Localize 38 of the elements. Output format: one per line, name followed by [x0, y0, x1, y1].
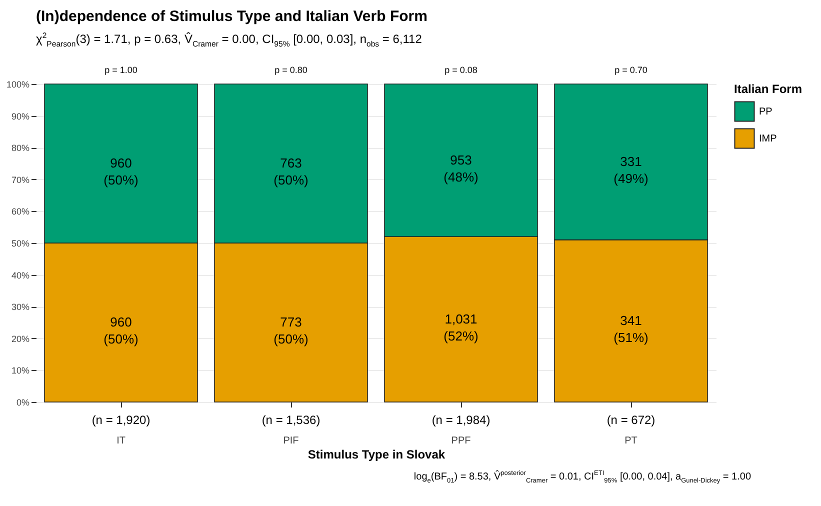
legend-title: Italian Form: [734, 82, 802, 96]
data-label: 341 (51%): [614, 313, 648, 346]
y-tick-label: 40%: [11, 270, 30, 281]
annotation: (n = 672): [606, 413, 656, 428]
data-label: 331 (49%): [614, 154, 648, 186]
y-tick-label: 30%: [11, 302, 30, 312]
x-tick-label: PPF: [451, 436, 471, 447]
data-label: 960 (50%): [104, 156, 138, 188]
legend-label: IMP: [759, 134, 778, 145]
x-tick-label: PT: [624, 436, 638, 447]
data-label: 1,031 (52%): [444, 312, 478, 344]
data-label: 953 (48%): [444, 152, 478, 185]
legend-label: PP: [759, 106, 773, 118]
y-tick-label: 80%: [11, 143, 30, 154]
y-tick-label: 10%: [11, 366, 30, 376]
data-label: 763 (50%): [274, 156, 308, 188]
annotation: (n = 1,920): [92, 413, 150, 428]
data-label: 960 (50%): [104, 314, 138, 347]
y-tick-label: 90%: [11, 112, 30, 122]
annotation: p = 0.70: [614, 65, 648, 76]
annotation: (n = 1,536): [262, 413, 320, 428]
y-tick-label: 50%: [11, 238, 30, 249]
y-tick-label: 100%: [6, 80, 30, 90]
x-tick-label: IT: [116, 436, 126, 447]
x-axis-title: Stimulus Type in Slovak: [308, 448, 446, 462]
y-tick-label: 60%: [11, 207, 30, 218]
annotation: p = 0.08: [444, 65, 478, 76]
data-label: 773 (50%): [274, 314, 308, 347]
annotation: p = 0.80: [274, 65, 308, 76]
annotation: p = 1.00: [104, 65, 138, 76]
text: χ$^{2}$$_{Pearson}$(3) = 1.71, p = 0.63, V̂$_{Cramer}$ = 0.00, CI$_{95%}$ [0.00, 0.03], n$_{obs}$ = 6,112: [36, 31, 422, 48]
x-tick-label: PIF: [283, 436, 299, 447]
text: log$_{e}$(BF$_{01}$) = 8.53, V̂$^{posterior}$$_{Cramer}$ = 0.01, CI$^{ETI}$$_{95%}$ [0.00, 0.04], a$_{Gunel-Dickey}$ = 1.00: [414, 470, 751, 485]
y-tick-label: 0%: [16, 398, 30, 408]
y-tick-label: 70%: [11, 175, 30, 186]
chart-title: (In)dependence of Stimulus Type and Italian Verb Form: [36, 8, 428, 25]
annotation: (n = 1,984): [432, 413, 490, 428]
y-tick-label: 20%: [11, 334, 30, 344]
